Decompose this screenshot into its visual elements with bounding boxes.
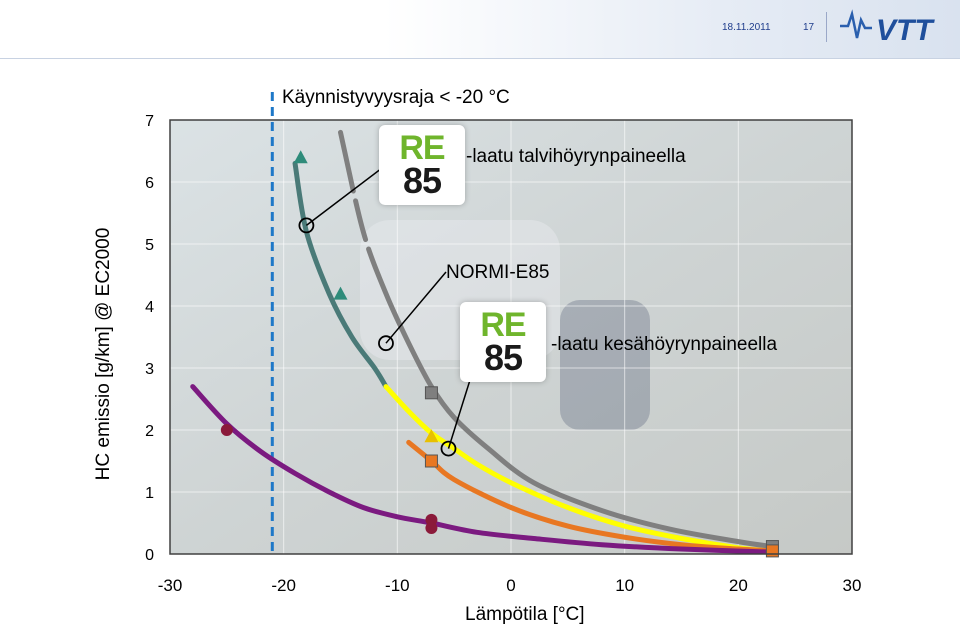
winter-quality-label: -laatu talvihöyrynpaineella bbox=[466, 146, 686, 167]
y-axis-label: HC emissio [g/km] @ EC2000 bbox=[93, 227, 114, 481]
start-limit-label: Käynnistyvyysraja < -20 °C bbox=[282, 87, 510, 108]
callout-circle bbox=[440, 440, 457, 457]
re85-badge-re-text: RE bbox=[480, 306, 526, 344]
x-tick-label: 10 bbox=[615, 576, 634, 595]
plot-frame bbox=[169, 119, 853, 555]
summer-quality-label: -laatu kesähöyrynpaineella bbox=[551, 334, 778, 355]
x-tick-label: -20 bbox=[271, 576, 296, 595]
y-tick-label: 4 bbox=[145, 299, 154, 316]
data-point-triangle bbox=[424, 429, 439, 443]
data-point-square bbox=[424, 386, 438, 400]
data-point-triangle bbox=[333, 286, 348, 300]
re85-badge-winter: RE 85 bbox=[379, 125, 465, 205]
data-point-square bbox=[424, 454, 438, 468]
callout-circle bbox=[298, 217, 315, 234]
data-point-circle bbox=[220, 424, 233, 436]
y-tick-label: 7 bbox=[145, 113, 154, 130]
callout-leader bbox=[385, 271, 447, 344]
y-tick-label: 2 bbox=[145, 423, 154, 440]
data-point-circle bbox=[425, 521, 438, 534]
svg-text:VTT: VTT bbox=[876, 14, 935, 47]
callout-leader bbox=[447, 379, 471, 449]
header-bar: 18.11.2011 17 VTT bbox=[0, 0, 960, 58]
re85-badge-re-text: RE bbox=[399, 129, 445, 167]
x-tick-label: 20 bbox=[729, 576, 748, 595]
series-line-5 bbox=[190, 384, 775, 555]
series-line-3 bbox=[338, 129, 775, 550]
y-tick-label: 1 bbox=[145, 485, 154, 502]
x-axis-label: Lämpötila [°C] bbox=[465, 604, 585, 625]
slide-date: 18.11.2011 bbox=[722, 22, 771, 33]
x-tick-label: 30 bbox=[843, 576, 862, 595]
series-line-1 bbox=[292, 160, 389, 390]
x-tick-label: -10 bbox=[385, 576, 410, 595]
y-tick-label: 3 bbox=[145, 361, 154, 378]
x-tick-label: -30 bbox=[158, 576, 183, 595]
y-tick-label: 0 bbox=[145, 547, 154, 564]
y-tick-label: 6 bbox=[145, 175, 154, 192]
vtt-logo-icon: VTT bbox=[840, 9, 935, 47]
series-line-2 bbox=[383, 384, 775, 554]
header-divider bbox=[826, 12, 827, 42]
y-tick-label: 5 bbox=[145, 237, 154, 254]
data-point-square bbox=[765, 544, 779, 558]
header-rule bbox=[0, 58, 960, 59]
mechanic-silhouette bbox=[560, 300, 650, 430]
re85-badge-85-text: 85 bbox=[402, 160, 442, 201]
data-point-triangle bbox=[293, 150, 308, 164]
callout-circle bbox=[378, 335, 394, 352]
callout-leader bbox=[305, 164, 387, 226]
slide-number: 17 bbox=[803, 22, 815, 33]
re85-badge-summer: RE 85 bbox=[460, 302, 546, 382]
re85-badge-85-text: 85 bbox=[483, 337, 523, 378]
normi-e85-label: NORMI-E85 bbox=[446, 262, 550, 283]
x-tick-label: 0 bbox=[506, 576, 515, 595]
